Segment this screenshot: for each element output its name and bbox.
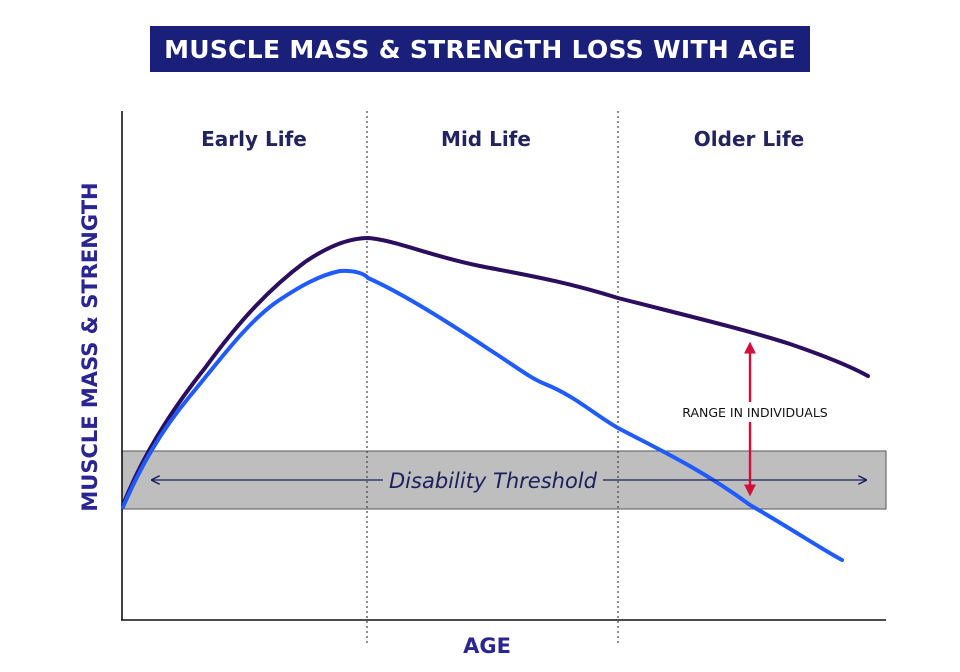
range-in-individuals-label: RANGE IN INDIVIDUALS [682, 405, 828, 420]
disability-threshold-label: Disability Threshold [389, 469, 598, 493]
range-label-backdrop [676, 402, 834, 422]
chart-title: MUSCLE MASS & STRENGTH LOSS WITH AGE [150, 26, 810, 72]
x-axis-label: AGE [463, 634, 511, 658]
y-axis-label: MUSCLE MASS & STRENGTH [78, 182, 102, 511]
phase-label-mid-life: Mid Life [441, 127, 531, 151]
phase-label-older-life: Older Life [694, 127, 804, 151]
phase-label-early-life: Early Life [201, 127, 307, 151]
series-line-lower [121, 268, 844, 562]
series-line-upper [121, 236, 870, 507]
